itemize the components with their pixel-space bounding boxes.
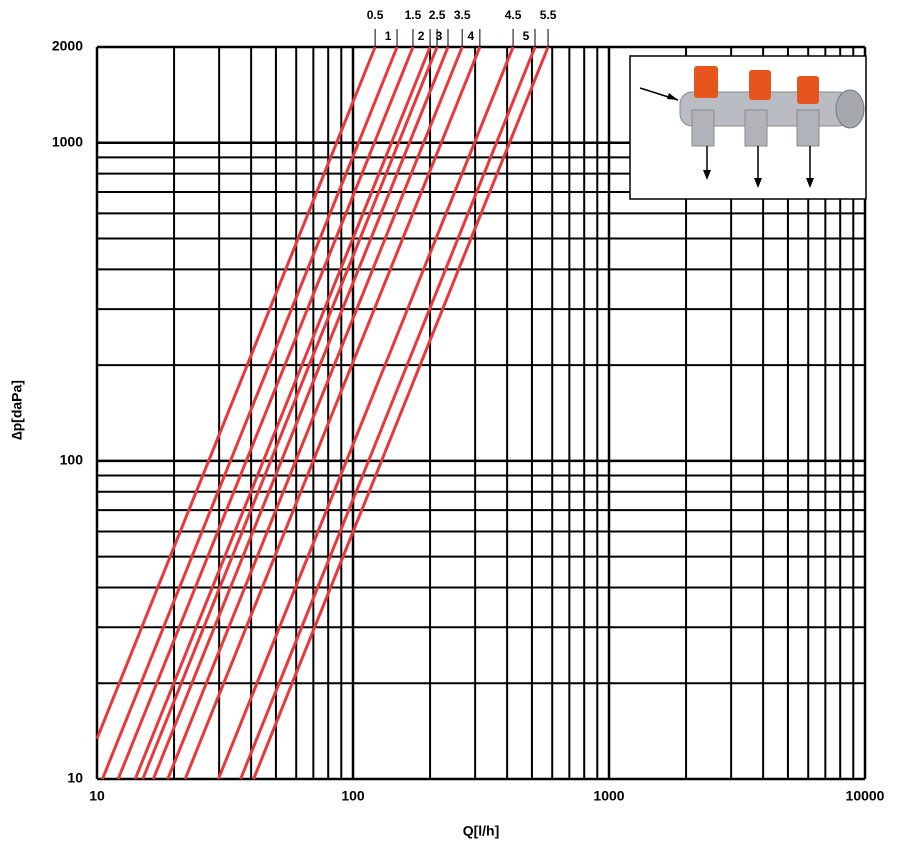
- x-tick-label: 10: [89, 788, 105, 804]
- series-label: 1.5: [405, 8, 422, 22]
- series-line: [217, 46, 515, 780]
- series-label: 2: [418, 29, 425, 43]
- x-tick-label: 1000: [593, 788, 624, 804]
- series-label: 4: [468, 29, 475, 43]
- series-line: [133, 46, 432, 780]
- series-label: 1: [385, 29, 392, 43]
- series-line: [151, 46, 450, 780]
- y-tick-label: 10: [67, 770, 83, 786]
- series-line: [116, 46, 415, 780]
- product-image: [629, 55, 867, 200]
- y-tick-label: 100: [60, 452, 84, 468]
- series-line: [166, 46, 464, 780]
- series-label: 3.5: [454, 8, 471, 22]
- series-line: [183, 46, 482, 780]
- y-tick-label: 1000: [52, 133, 83, 149]
- series-line: [239, 46, 537, 780]
- series-label: 2.5: [429, 8, 446, 22]
- series-label: 5: [523, 29, 530, 43]
- x-tick-label: 10000: [846, 788, 885, 804]
- x-axis-label: Q[l/h]: [463, 823, 500, 839]
- series-label: 5.5: [540, 8, 557, 22]
- series-line: [101, 46, 399, 780]
- y-tick-label: 2000: [52, 38, 83, 54]
- series-line: [141, 46, 439, 780]
- series-label: 0.5: [367, 8, 384, 22]
- series-line: [95, 46, 377, 740]
- series-label: 4.5: [505, 8, 522, 22]
- x-tick-label: 100: [341, 788, 365, 804]
- lines: [95, 46, 550, 780]
- series-label: 3: [436, 29, 443, 43]
- y-axis-label: ∆p[daPa]: [9, 380, 25, 440]
- series-line: [252, 46, 550, 780]
